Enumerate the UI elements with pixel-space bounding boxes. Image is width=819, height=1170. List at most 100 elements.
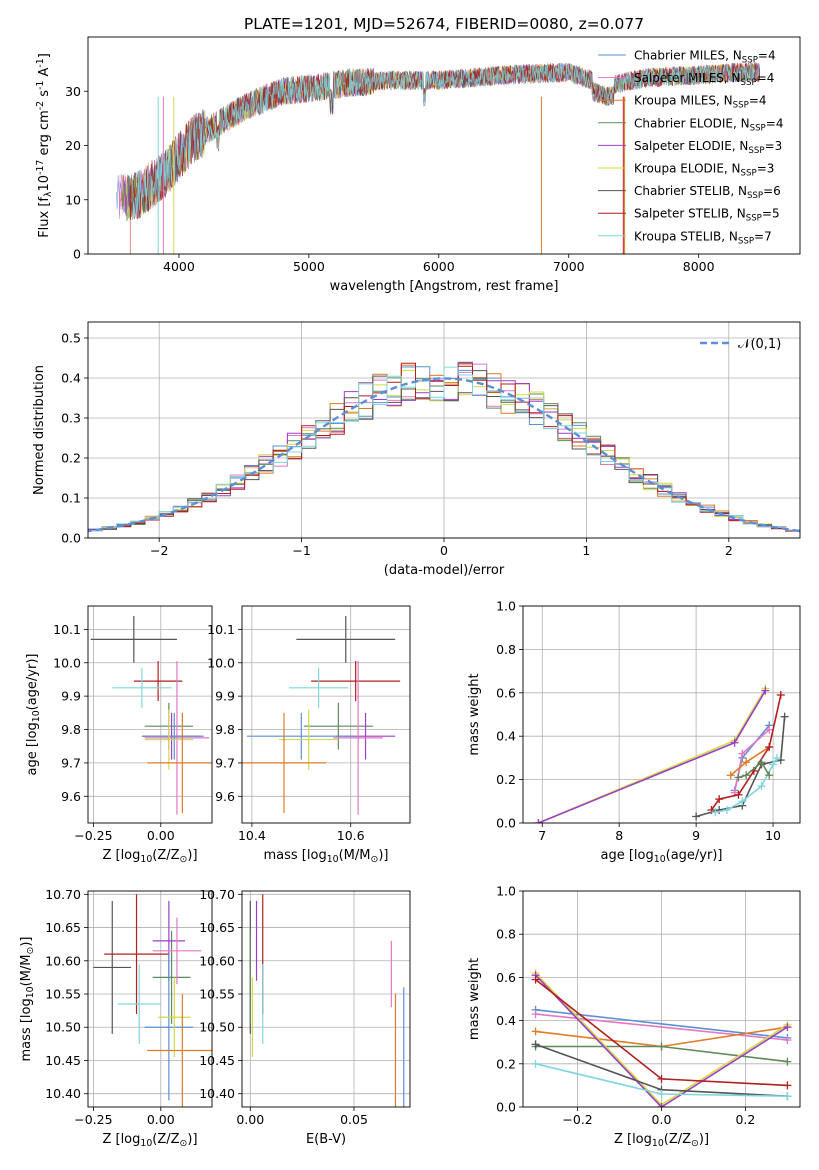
- x-tick-label: −1: [292, 543, 310, 558]
- panel-weight-vs-Z: −0.2 0.0 0.2 0.0 0.2 0.4 0.6 0.8 1.0 Z [log10​(Z/…: [467, 884, 801, 1149]
- panel-weight-vs-age: 7 8 9 10 0.0 0.2 0.4 0.6 0.8 1.0 age [log10​(age/y…: [467, 599, 801, 865]
- x-tick-label: 0.00: [147, 828, 175, 843]
- plus-marker: [722, 805, 731, 814]
- plus-marker: [769, 760, 778, 769]
- errorbar-point: [242, 712, 326, 813]
- x-axis-label: Z [log10​(Z/Z⊙​)]: [102, 1132, 197, 1149]
- y-tick-label: 0.2: [496, 1056, 516, 1071]
- x-axis-label: E(B-V): [306, 1132, 346, 1147]
- y-tick-label: 0: [73, 247, 81, 262]
- y-tick-label: 10.40: [199, 1086, 235, 1101]
- y-axis-label: mass weight: [467, 673, 482, 755]
- legend-entry: Salpeter STELIB, NSSP​=5: [634, 207, 780, 224]
- y-tick-label: 10.45: [199, 1053, 235, 1068]
- y-tick-label: 10.1: [207, 622, 235, 637]
- plus-marker: [783, 1081, 792, 1090]
- x-tick-label: 10: [765, 828, 781, 843]
- axes-frame: [87, 890, 213, 1108]
- errorbar-point: [104, 894, 169, 1014]
- errorbar-point: [158, 977, 191, 1058]
- x-axis-label: Z [log10​(Z/Z⊙​)]: [614, 1132, 709, 1149]
- plus-marker: [730, 738, 739, 747]
- axes-frame: [522, 890, 801, 1108]
- y-tick-label: 0.0: [496, 1100, 516, 1115]
- axes-frame: [87, 36, 801, 255]
- y-tick-label: 10.55: [45, 987, 81, 1002]
- plus-marker: [765, 725, 774, 734]
- spectrum-line: [128, 63, 760, 220]
- x-tick-label: 7: [538, 828, 546, 843]
- plus-marker: [715, 795, 724, 804]
- plus-marker: [783, 1057, 792, 1066]
- panel-age-vs-mass: 10.4 10.6 9.6 9.7 9.8 9.9 10.0 10.1 mass [log10​…: [207, 605, 411, 865]
- y-tick-label: 10.60: [199, 953, 235, 968]
- plus-marker: [531, 1040, 540, 1049]
- x-tick-label: 0.00: [236, 1112, 264, 1127]
- x-axis-label: Z [log10​(Z/Z⊙​)]: [102, 848, 197, 865]
- plus-marker: [765, 771, 774, 780]
- y-tick-label: 0.5: [61, 331, 81, 346]
- y-tick-label: 10.65: [45, 920, 81, 935]
- errorbar-point: [296, 616, 396, 663]
- plus-marker: [657, 1090, 666, 1099]
- y-tick-label: 10.0: [53, 655, 81, 670]
- plot-area: [116, 62, 760, 254]
- y-tick-label: 10.50: [199, 1020, 235, 1035]
- plus-marker: [734, 790, 743, 799]
- plus-marker: [757, 758, 766, 767]
- y-tick-label: 9.6: [61, 789, 81, 804]
- errorbar-point: [288, 667, 349, 708]
- errorbar-point: [246, 712, 356, 760]
- plus-marker: [757, 782, 766, 791]
- legend-entry: Chabrier STELIB, NSSP​=6: [634, 184, 781, 201]
- plot-area: [534, 684, 789, 823]
- y-tick-label: 10.70: [45, 887, 81, 902]
- y-axis-label: Normed distribution: [32, 365, 47, 495]
- plus-marker: [734, 773, 743, 782]
- y-tick-label: 0.0: [496, 816, 516, 831]
- y-tick-label: 10.45: [45, 1053, 81, 1068]
- x-tick-label: 4000: [163, 259, 195, 274]
- plus-marker: [772, 753, 781, 762]
- y-tick-label: 10.60: [45, 953, 81, 968]
- plot-area: [531, 969, 792, 1107]
- errorbar-point: [311, 661, 401, 702]
- legend-entry: Salpeter MILES, NSSP​=4: [634, 71, 774, 88]
- errorbar-point: [333, 661, 383, 815]
- plus-marker: [738, 749, 747, 758]
- plot-area: [88, 361, 800, 534]
- x-tick-label: 8: [615, 828, 623, 843]
- y-tick-label: 9.8: [61, 722, 81, 737]
- y-tick-label: 9.9: [61, 689, 81, 704]
- errorbar-point: [152, 917, 202, 985]
- errorbar-point: [90, 616, 177, 663]
- plus-marker: [531, 1010, 540, 1019]
- y-tick-label: 0.6: [496, 685, 516, 700]
- x-tick-label: 10.4: [238, 828, 266, 843]
- plot-area: [93, 894, 212, 1107]
- y-tick-label: 9.7: [215, 755, 235, 770]
- plus-marker: [776, 690, 785, 699]
- y-tick-label: 10.55: [199, 987, 235, 1002]
- plus-marker: [534, 819, 543, 823]
- y-tick-label: 10.40: [45, 1086, 81, 1101]
- y-tick-label: 0.0: [61, 531, 81, 546]
- x-tick-label: 0: [440, 543, 448, 558]
- y-axis-label: mass [log10​(M/M⊙​)]: [19, 937, 36, 1062]
- panel-age-vs-Z: −0.25 0.00 9.6 9.7 9.8 9.9 10.0 10.1 Z [log10​(Z…: [25, 605, 213, 865]
- x-axis-label: wavelength [Angstrom, rest frame]: [330, 279, 559, 294]
- weight-line: [738, 760, 770, 779]
- y-tick-label: 0.8: [496, 642, 516, 657]
- y-tick-label: 1.0: [496, 599, 516, 614]
- y-tick-label: 9.8: [215, 722, 235, 737]
- plus-marker: [657, 1103, 666, 1107]
- x-tick-label: 2: [725, 543, 733, 558]
- y-tick-label: 0.2: [496, 772, 516, 787]
- axes-frame: [241, 605, 411, 824]
- y-tick-label: 10.1: [53, 622, 81, 637]
- x-tick-label: −0.25: [74, 828, 112, 843]
- panel-mass-vs-Z: −0.25 0.00 10.40 10.45 10.50 10.55 10.60 10.65 1…: [19, 887, 213, 1149]
- y-tick-label: 30: [65, 84, 81, 99]
- x-tick-label: 0.00: [147, 1112, 175, 1127]
- x-tick-label: 9: [692, 828, 700, 843]
